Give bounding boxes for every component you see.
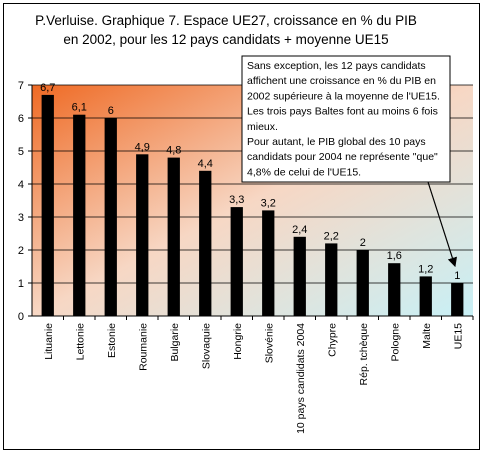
bar-7 xyxy=(262,210,275,316)
category-label-12: Malte xyxy=(421,323,433,349)
bar-10 xyxy=(356,250,369,316)
y-tick-label-3: 3 xyxy=(18,212,24,224)
data-label-10: 2 xyxy=(360,237,366,249)
bar-2 xyxy=(104,118,117,316)
data-label-1: 6,1 xyxy=(72,102,87,114)
y-axis-ticks: 0 1 2 3 4 5 6 7 xyxy=(18,80,32,323)
category-label-11: Pologne xyxy=(389,323,401,362)
y-tick-label-4: 4 xyxy=(18,179,24,191)
bar-3 xyxy=(136,154,149,316)
bar-1 xyxy=(73,114,86,316)
data-label-12: 1,2 xyxy=(418,263,433,275)
chart-title-line-1: P.Verluise. Graphique 7. Espace UE27, cr… xyxy=(35,13,417,28)
annotation-line-6: candidats pour 2004 ne représente "que" xyxy=(247,151,438,163)
category-label-7: Slovénie xyxy=(263,323,275,363)
data-label-7: 3,2 xyxy=(261,197,276,209)
data-label-3: 4,9 xyxy=(135,141,150,153)
data-label-2: 6 xyxy=(108,105,114,117)
chart-svg: P.Verluise. Graphique 7. Espace UE27, cr… xyxy=(18,13,474,434)
y-tick-label-1: 1 xyxy=(18,278,24,290)
category-labels: Lituanie Lettonie Estonie Roumanie Bulgarie S… xyxy=(43,316,474,434)
category-label-9: Chypre xyxy=(326,323,338,357)
y-tick-label-6: 6 xyxy=(18,113,24,125)
category-label-0: Lituanie xyxy=(43,323,55,360)
category-label-6: Hongrie xyxy=(232,323,244,360)
data-label-6: 3,3 xyxy=(229,194,244,206)
category-label-5: Slovaquie xyxy=(200,323,212,369)
category-label-3: Roumanie xyxy=(137,323,149,371)
bar-13 xyxy=(451,283,464,316)
data-label-5: 4,4 xyxy=(198,158,213,170)
data-labels: 6,7 6,1 6 4,9 4,8 4,4 3,3 3,2 2,4 2,2 2 1,6 1,2 1 xyxy=(40,82,460,282)
bar-0 xyxy=(41,94,54,317)
annotation-line-2: 2002 supérieure à la moyenne de l'UE15. xyxy=(247,90,440,102)
chart-frame: P.Verluise. Graphique 7. Espace UE27, cr… xyxy=(3,3,480,450)
y-tick-label-7: 7 xyxy=(18,80,24,92)
category-label-1: Lettonie xyxy=(74,323,86,361)
y-tick-label-2: 2 xyxy=(18,245,24,257)
data-label-8: 2,4 xyxy=(292,224,307,236)
annotation-line-3: Les trois pays Baltes font au moins 6 fo… xyxy=(247,106,438,118)
bars xyxy=(41,94,464,317)
bar-12 xyxy=(419,276,432,316)
annotation-line-1: affichent une croissance en % du PIB en xyxy=(247,75,436,87)
category-label-4: Bulgarie xyxy=(169,323,181,362)
data-label-0: 6,7 xyxy=(40,82,55,94)
annotation-line-5: Pour autant, le PIB global des 10 pays xyxy=(247,136,426,148)
annotation-line-7: 4,8% de celui de l'UE15. xyxy=(247,166,361,178)
data-label-4: 4,8 xyxy=(166,145,181,157)
y-tick-label-0: 0 xyxy=(18,311,24,323)
data-label-11: 1,6 xyxy=(387,250,402,262)
annotation-line-0: Sans exception, les 12 pays candidats xyxy=(247,60,426,72)
bar-5 xyxy=(199,170,212,316)
bar-6 xyxy=(230,207,243,316)
bar-9 xyxy=(325,243,338,316)
chart-title-line-2: en 2002, pour les 12 pays candidats + mo… xyxy=(63,32,388,47)
annotation-line-4: mieux. xyxy=(247,121,278,133)
annotation-box: Sans exception, les 12 pays candidats aff… xyxy=(241,55,451,183)
data-label-9: 2,2 xyxy=(324,230,339,242)
bar-8 xyxy=(293,236,306,316)
category-label-13: UE15 xyxy=(452,323,464,349)
bar-11 xyxy=(388,263,401,316)
annotation-arrow xyxy=(427,181,457,268)
category-label-10: Rép. tchèque xyxy=(358,323,370,386)
bar-4 xyxy=(167,157,180,316)
y-tick-label-5: 5 xyxy=(18,146,24,158)
data-label-13: 1 xyxy=(454,270,460,282)
category-label-2: Estonie xyxy=(106,323,118,358)
category-label-8: 10 pays candidats 2004 xyxy=(295,323,307,434)
